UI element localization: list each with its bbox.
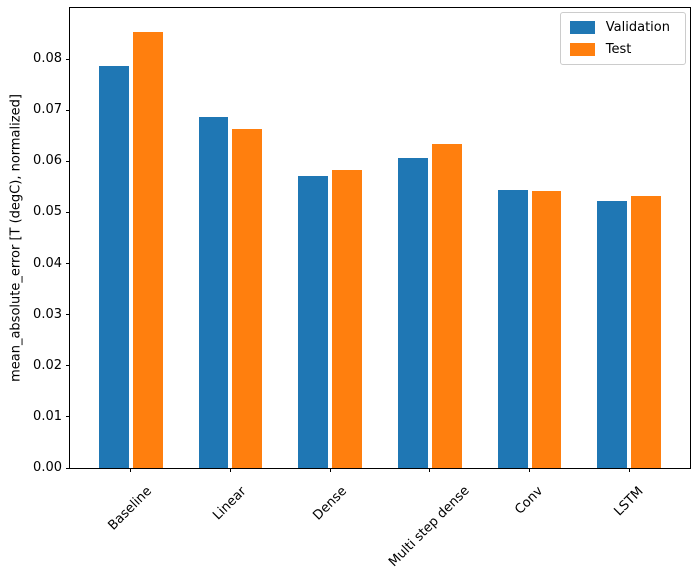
x-tick-mark [329, 468, 331, 472]
y-tick-label: 0.01 [33, 408, 62, 424]
x-tick-label-conv: Conv [512, 483, 547, 518]
y-tick-mark [66, 416, 70, 418]
y-tick-label: 0.03 [33, 306, 62, 322]
bar-validation-baseline [98, 66, 129, 468]
y-tick-mark [66, 467, 70, 469]
bar-validation-lstm [597, 201, 628, 468]
bar-test-multi-step-dense [431, 143, 462, 468]
bar-test-dense [332, 170, 363, 468]
x-tick-label-baseline: Baseline [105, 483, 156, 534]
legend-label-validation: Validation [605, 20, 670, 35]
legend: Validation Test [559, 12, 686, 65]
y-tick-mark [66, 109, 70, 111]
x-tick-label-multi-step-dense: Multi step dense [386, 483, 473, 571]
bar-test-linear [232, 129, 263, 468]
y-tick-label: 0.05 [33, 204, 62, 220]
y-tick-label: 0.06 [33, 153, 62, 169]
legend-label-test: Test [605, 42, 632, 57]
x-tick-mark [229, 468, 231, 472]
y-tick-mark [66, 263, 70, 265]
legend-item-validation: Validation [569, 20, 676, 35]
plot-area: Validation Test [69, 7, 691, 469]
bar-validation-conv [497, 189, 528, 468]
y-axis-label: mean_absolute_error [T (degC), normalize… [8, 94, 24, 382]
x-tick-label-dense: Dense [310, 483, 350, 524]
bar-test-baseline [132, 32, 163, 468]
y-tick-mark [66, 160, 70, 162]
validation-color-swatch [569, 21, 595, 34]
y-tick-label: 0.07 [33, 102, 62, 118]
bar-validation-linear [198, 116, 229, 468]
x-tick-mark [529, 468, 531, 472]
test-color-swatch [569, 43, 595, 56]
bar-validation-multi-step-dense [397, 157, 428, 468]
x-tick-mark [628, 468, 630, 472]
y-tick-label: 0.08 [33, 51, 62, 67]
legend-item-test: Test [569, 42, 676, 57]
y-tick-mark [66, 211, 70, 213]
y-tick-mark [66, 365, 70, 367]
y-tick-mark [66, 314, 70, 316]
y-tick-label: 0.02 [33, 357, 62, 373]
x-tick-mark [130, 468, 132, 472]
y-tick-mark [66, 58, 70, 60]
x-tick-label-lstm: LSTM [611, 484, 647, 520]
y-tick-label: 0.04 [33, 255, 62, 271]
bar-validation-dense [298, 176, 329, 468]
bar-test-lstm [631, 196, 662, 468]
y-tick-label: 0.00 [33, 460, 62, 475]
x-tick-label-linear: Linear [210, 483, 250, 524]
bar-test-conv [531, 190, 562, 468]
x-tick-mark [429, 468, 431, 472]
